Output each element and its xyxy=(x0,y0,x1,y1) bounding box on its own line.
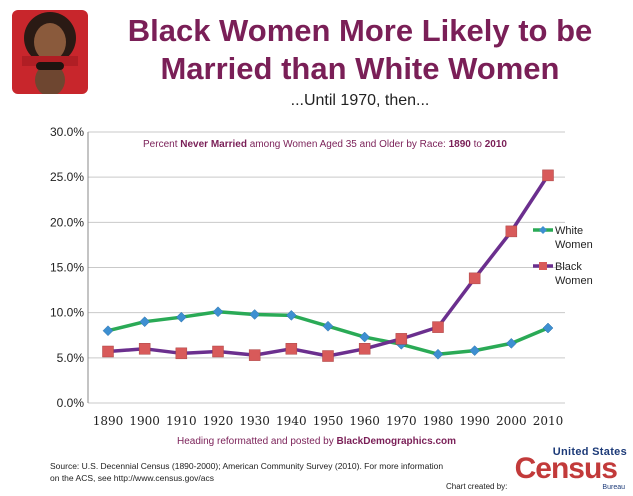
chart-credit: Chart created by: xyxy=(446,482,508,491)
census-logo-top: United States xyxy=(552,446,627,458)
chart-title-part: 2010 xyxy=(485,139,508,150)
legend-label: Women xyxy=(555,239,593,251)
x-tick-label: 1960 xyxy=(349,414,380,428)
title-line-2: Married than White Women xyxy=(160,51,560,86)
data-point-black-women xyxy=(395,333,408,345)
x-tick-label: 1920 xyxy=(203,414,234,428)
line-chart: Percent Never Married among Women Aged 3… xyxy=(50,125,593,428)
data-point-black-women xyxy=(212,345,224,358)
data-point-white-women xyxy=(542,322,554,334)
page-title: Black Women More Likely to be Married th… xyxy=(92,12,628,88)
source-line-1: Source: U.S. Decennial Census (1890-2000… xyxy=(50,461,444,471)
data-point-black-women xyxy=(432,321,444,333)
x-axis-tick-labels: 1890 1900 1910 1920 1930 1940 1950 1960 1970 1980… xyxy=(93,414,564,428)
y-tick-label: 30.0% xyxy=(50,125,84,139)
data-point-black-women xyxy=(285,343,298,355)
x-tick-label: 1980 xyxy=(423,414,454,428)
legend-label: White xyxy=(555,225,583,237)
data-point-black-women xyxy=(542,169,554,182)
data-point-white-women xyxy=(102,325,114,337)
data-point-black-women xyxy=(138,343,151,355)
data-point-black-women xyxy=(248,349,261,361)
chart-title: Percent Never Married among Women Aged 3… xyxy=(143,139,507,150)
data-point-black-women xyxy=(175,347,188,360)
chart-title-part: Percent xyxy=(143,139,180,150)
chart-title-part: among Women Aged 35 and Older by Race: xyxy=(247,139,449,150)
y-tick-label: 15.0% xyxy=(50,261,84,275)
series-markers xyxy=(102,169,554,362)
y-tick-label: 0.0% xyxy=(57,396,85,410)
y-axis-tick-labels: 0.0% 5.0% 10.0% 15.0% 20.0% 25.0% 30.0% xyxy=(50,125,84,410)
x-tick-label: 1890 xyxy=(93,414,124,428)
series-line-white-women xyxy=(107,310,549,356)
x-tick-label: 1900 xyxy=(129,414,160,428)
data-point-black-women xyxy=(102,345,114,358)
legend-marker xyxy=(539,226,547,234)
caption: Heading reformatted and posted by BlackD… xyxy=(0,436,633,447)
x-tick-label: 1990 xyxy=(459,414,490,428)
data-point-white-women xyxy=(175,311,187,323)
data-point-black-women xyxy=(358,343,371,355)
gridlines xyxy=(87,131,565,404)
source-note: Source: U.S. Decennial Census (1890-2000… xyxy=(50,460,470,484)
x-tick-label: 1950 xyxy=(313,414,344,428)
y-tick-label: 5.0% xyxy=(57,351,85,365)
census-logo-bureau: Bureau xyxy=(602,484,625,491)
data-point-white-women xyxy=(322,320,334,332)
data-point-white-women xyxy=(139,316,151,328)
x-tick-label: 1910 xyxy=(166,414,197,428)
data-point-white-women xyxy=(359,331,371,343)
legend-marker xyxy=(539,262,547,270)
data-point-white-women xyxy=(432,348,444,360)
chart-title-part: to xyxy=(471,139,485,150)
x-tick-label: 2000 xyxy=(496,414,527,428)
x-tick-label: 1930 xyxy=(239,414,270,428)
source-line-2: on the ACS, see http://www.census.gov/ac… xyxy=(50,473,214,483)
couple-photo xyxy=(12,10,88,94)
data-point-white-women xyxy=(212,306,224,318)
census-logo: United States Census Bureau xyxy=(515,446,627,496)
x-tick-label: 2010 xyxy=(533,414,564,428)
data-point-black-women xyxy=(468,272,481,285)
legend: White Women Black Women xyxy=(533,225,593,287)
y-tick-label: 20.0% xyxy=(50,215,84,229)
caption-site: BlackDemographics.com xyxy=(336,436,457,447)
data-point-white-women xyxy=(505,338,517,349)
data-point-white-women xyxy=(249,309,261,320)
data-point-white-women xyxy=(469,345,481,356)
caption-prefix: Heading reformatted and posted by xyxy=(176,436,334,447)
data-point-black-women xyxy=(505,225,518,238)
x-tick-label: 1970 xyxy=(386,414,417,428)
data-point-white-women xyxy=(285,310,297,321)
subtitle: ...Until 1970, then... xyxy=(290,92,430,109)
x-tick-label: 1940 xyxy=(276,414,307,428)
legend-label: Black xyxy=(555,261,582,273)
data-point-black-women xyxy=(322,350,334,362)
y-tick-label: 10.0% xyxy=(50,306,84,320)
y-tick-label: 25.0% xyxy=(50,170,84,184)
census-logo-main: Census xyxy=(514,452,618,485)
chart-title-part: 1890 xyxy=(449,139,472,150)
chart-title-part: Never Married xyxy=(180,139,247,150)
legend-label: Women xyxy=(555,275,593,287)
title-line-1: Black Women More Likely to be xyxy=(127,13,593,48)
